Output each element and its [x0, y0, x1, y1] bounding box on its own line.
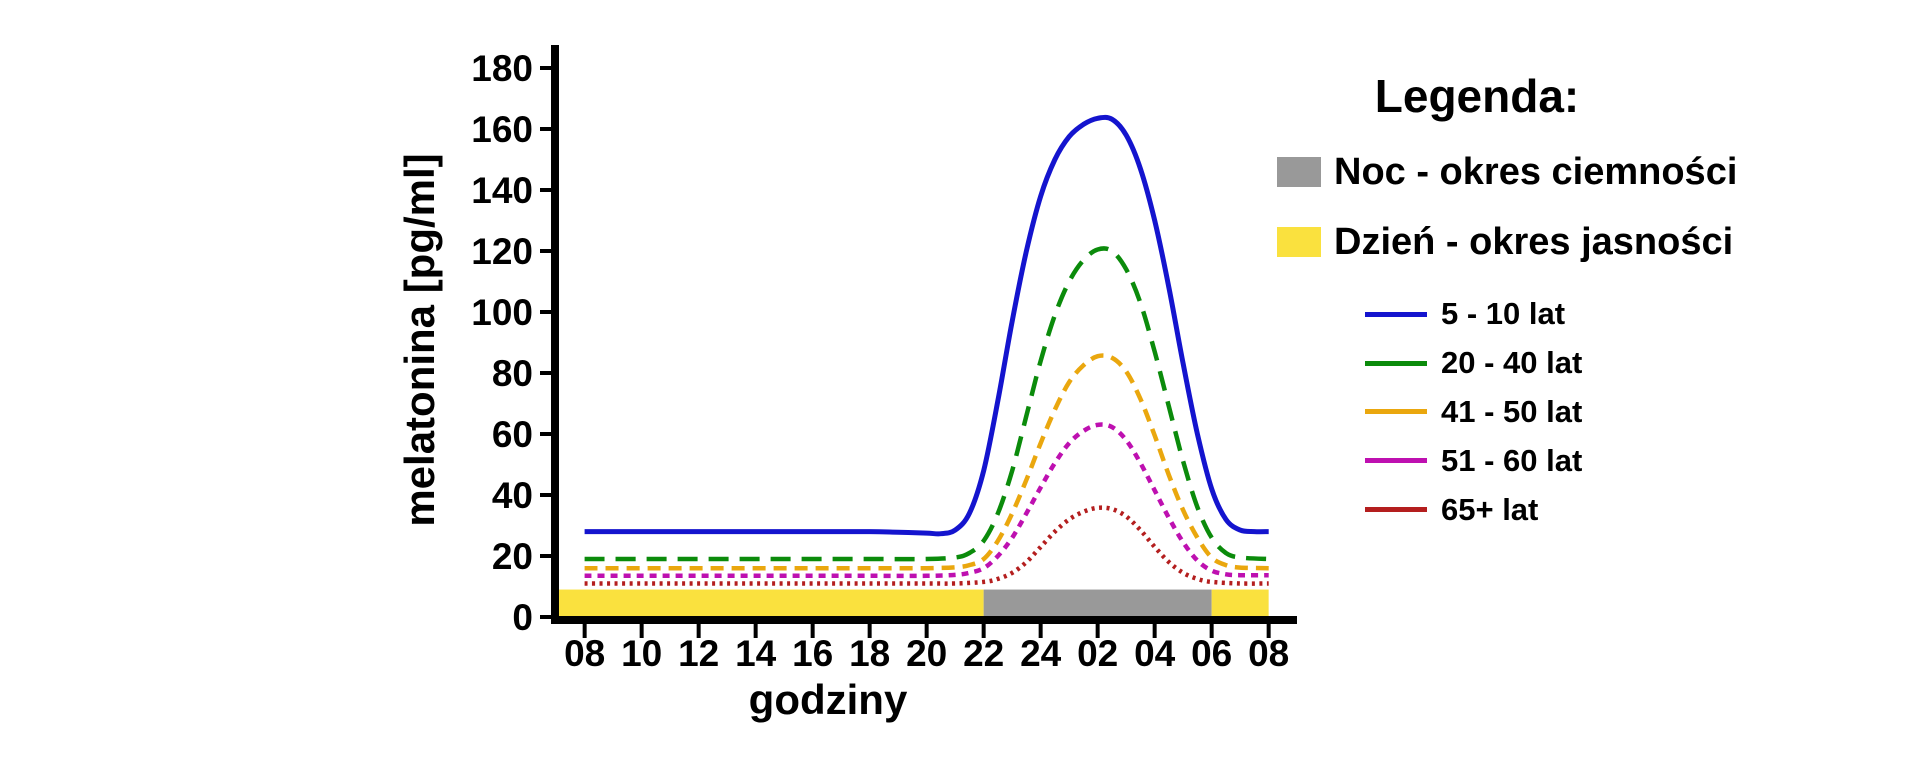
series-line-age-5-10	[584, 114, 1269, 537]
y-tick-label: 80	[492, 353, 533, 394]
x-tick-label: 24	[1020, 633, 1062, 674]
legend-item-age-20-40: 20 - 40 lat	[1365, 339, 1582, 388]
legend-line-sample	[1365, 458, 1427, 464]
legend-swatch-dzien	[1277, 227, 1321, 257]
y-tick-label: 60	[492, 414, 533, 455]
y-tick-label: 0	[512, 597, 533, 638]
series-line-age-41-50	[584, 353, 1269, 571]
x-tick-label: 20	[906, 633, 947, 674]
legend-item-age-41-50: 41 - 50 lat	[1365, 388, 1582, 437]
x-tick-label: 22	[963, 633, 1004, 674]
x-tick-label: 14	[735, 633, 777, 674]
legend-band-items: Noc - okres ciemności Dzień - okres jasno…	[1277, 137, 1737, 277]
legend-swatch-label: Noc - okres ciemności	[1334, 150, 1738, 193]
x-tick-label: 02	[1077, 633, 1118, 674]
y-tick-label: 40	[492, 475, 533, 516]
legend-series-label: 65+ lat	[1441, 491, 1539, 527]
legend-series-label: 20 - 40 lat	[1441, 345, 1583, 381]
legend-series-label: 51 - 60 lat	[1441, 442, 1583, 478]
x-tick-label: 18	[849, 633, 890, 674]
x-tick-label: 08	[564, 633, 605, 674]
x-axis-title: godziny	[748, 676, 908, 723]
legend-line-sample	[1365, 360, 1427, 366]
x-tick-label: 12	[678, 633, 719, 674]
legend-item-noc: Noc - okres ciemności	[1277, 137, 1737, 207]
y-tick-label: 120	[471, 231, 533, 272]
y-axis-title: melatonina [pg/ml]	[396, 153, 443, 527]
band-dzien-2	[1211, 589, 1269, 616]
legend-line-sample	[1365, 409, 1427, 415]
legend-item-age-51-60: 51 - 60 lat	[1365, 436, 1582, 485]
legend-swatch-noc	[1277, 157, 1321, 187]
legend-title: Legenda:	[1374, 70, 1580, 122]
y-tick-label: 100	[471, 292, 533, 333]
x-tick-label: 06	[1191, 633, 1232, 674]
legend-series-items: 5 - 10 lat 20 - 40 lat 41 - 50 lat 51 - 60 …	[1365, 290, 1582, 534]
legend-series-label: 41 - 50 lat	[1441, 393, 1583, 429]
y-tick-label: 20	[492, 536, 533, 577]
legend-line-sample	[1365, 507, 1427, 513]
x-tick-label: 10	[621, 633, 662, 674]
x-tick-label: 04	[1134, 633, 1176, 674]
legend-item-dzien: Dzień - okres jasności	[1277, 207, 1737, 277]
legend-item-age-5-10: 5 - 10 lat	[1365, 290, 1582, 339]
x-tick-label: 08	[1248, 633, 1289, 674]
y-tick-label: 160	[471, 109, 533, 150]
x-tick-label: 16	[792, 633, 833, 674]
band-noc	[983, 589, 1212, 616]
series-line-age-51-60	[584, 422, 1269, 579]
y-tick-label: 180	[471, 48, 533, 89]
series-line-age-65-plus	[584, 505, 1269, 586]
legend-item-age-65-plus: 65+ lat	[1365, 485, 1582, 534]
band-dzien-1	[559, 589, 984, 616]
y-tick-label: 140	[471, 170, 533, 211]
legend-series-label: 5 - 10 lat	[1441, 296, 1566, 332]
legend-swatch-label: Dzień - okres jasności	[1334, 220, 1734, 263]
series-line-age-20-40	[584, 246, 1269, 562]
legend-line-sample	[1365, 311, 1427, 317]
